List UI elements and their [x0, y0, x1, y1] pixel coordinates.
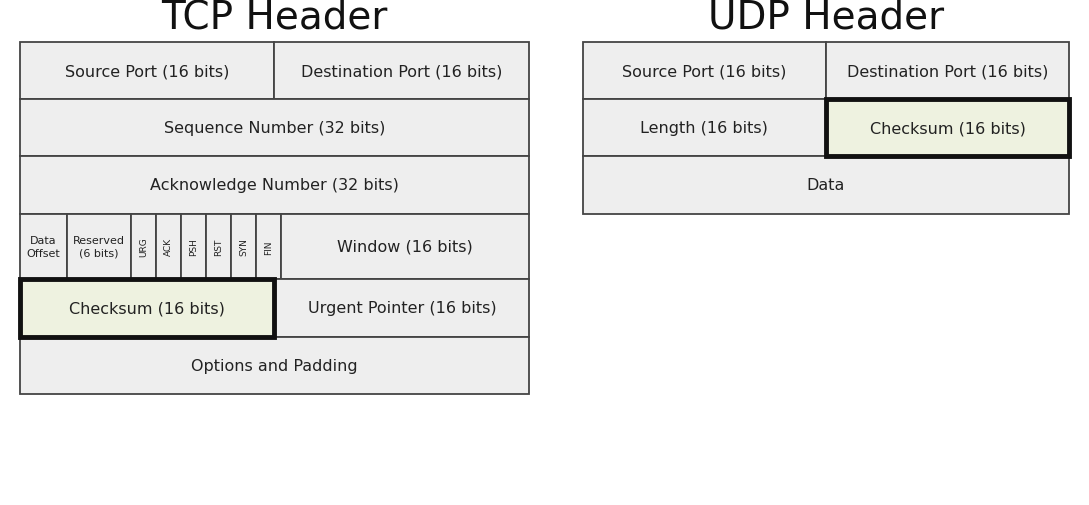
Text: Sequence Number (32 bits): Sequence Number (32 bits) — [163, 121, 386, 136]
Text: Urgent Pointer (16 bits): Urgent Pointer (16 bits) — [307, 301, 497, 316]
Bar — [20, 280, 274, 337]
Bar — [583, 43, 827, 100]
Text: Data
Offset: Data Offset — [26, 236, 60, 258]
Bar — [206, 214, 231, 280]
Text: ACK: ACK — [164, 238, 173, 256]
Bar — [256, 214, 281, 280]
Text: Length (16 bits): Length (16 bits) — [640, 121, 768, 136]
Bar — [20, 157, 529, 214]
Text: Destination Port (16 bits): Destination Port (16 bits) — [302, 64, 502, 79]
Bar — [20, 337, 529, 394]
Bar — [156, 214, 181, 280]
Text: RST: RST — [215, 238, 223, 256]
Bar — [20, 100, 529, 157]
Bar — [20, 214, 68, 280]
Bar — [68, 214, 131, 280]
Text: PSH: PSH — [189, 238, 198, 256]
Bar — [583, 157, 1069, 214]
Bar — [827, 43, 1069, 100]
Bar — [20, 43, 274, 100]
Text: Data: Data — [807, 178, 845, 193]
Text: FIN: FIN — [264, 240, 273, 254]
Bar — [20, 280, 274, 337]
Text: Window (16 bits): Window (16 bits) — [338, 239, 473, 255]
Text: Checksum (16 bits): Checksum (16 bits) — [870, 121, 1026, 136]
Bar — [181, 214, 206, 280]
Bar — [827, 100, 1069, 157]
Text: Acknowledge Number (32 bits): Acknowledge Number (32 bits) — [150, 178, 399, 193]
Bar — [583, 100, 827, 157]
Text: Destination Port (16 bits): Destination Port (16 bits) — [847, 64, 1049, 79]
Bar — [274, 43, 529, 100]
Text: URG: URG — [139, 237, 148, 257]
Text: Source Port (16 bits): Source Port (16 bits) — [65, 64, 229, 79]
Text: Reserved
(6 bits): Reserved (6 bits) — [73, 236, 125, 258]
Bar — [231, 214, 256, 280]
Bar — [131, 214, 156, 280]
Bar — [281, 214, 529, 280]
Text: Checksum (16 bits): Checksum (16 bits) — [69, 301, 225, 316]
Text: UDP Header: UDP Header — [708, 0, 944, 37]
Bar — [827, 100, 1069, 157]
Bar — [274, 280, 529, 337]
Text: TCP Header: TCP Header — [161, 0, 388, 37]
Text: SYN: SYN — [240, 238, 248, 256]
Text: Source Port (16 bits): Source Port (16 bits) — [622, 64, 786, 79]
Text: Options and Padding: Options and Padding — [191, 358, 358, 373]
